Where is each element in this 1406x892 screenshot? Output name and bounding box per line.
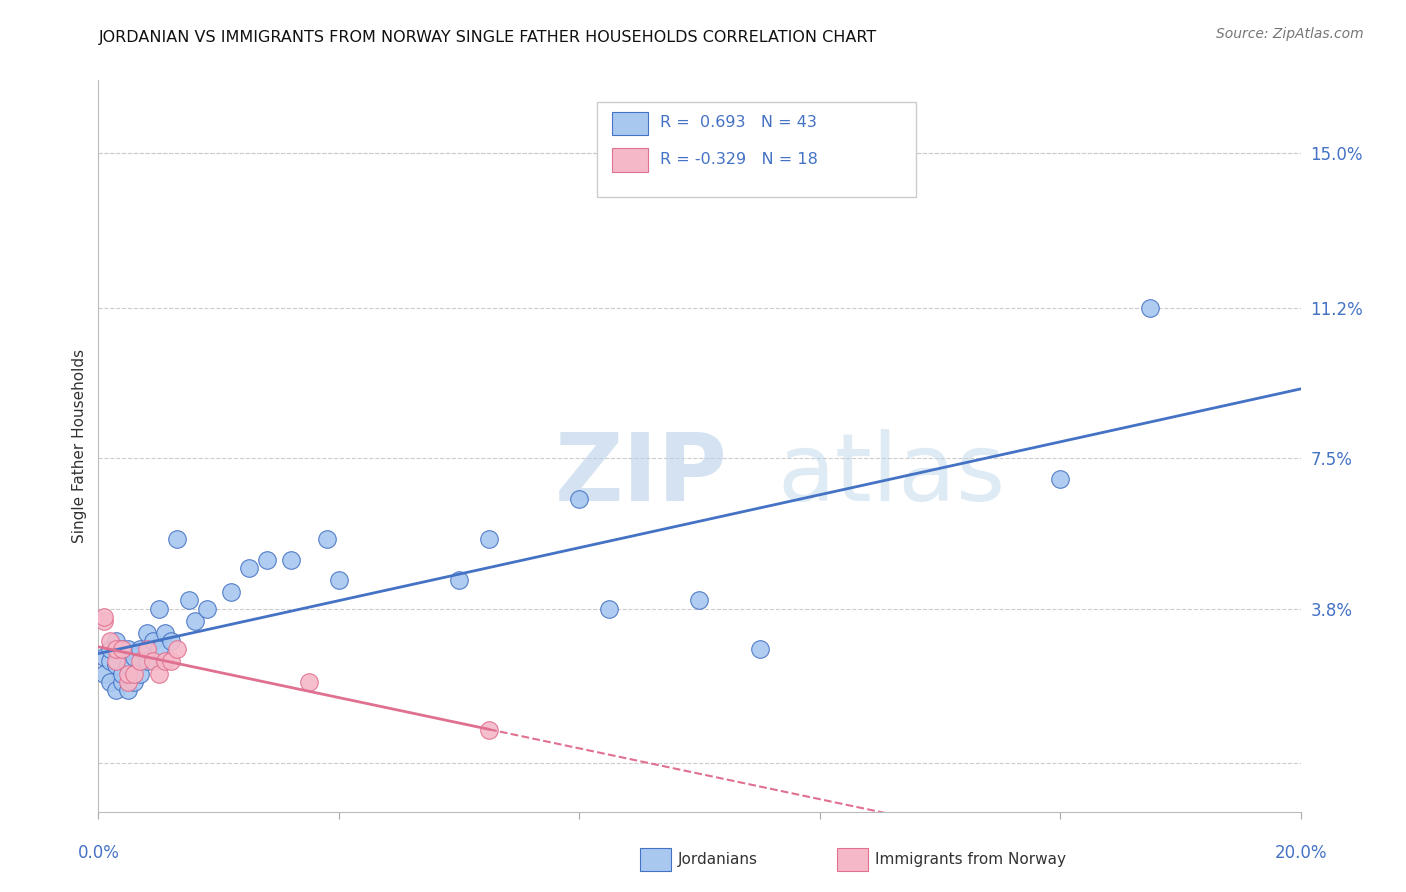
Point [141,654,163,668]
Text: Immigrants from Norway: Immigrants from Norway [875,853,1066,867]
Point [219,585,242,599]
Point [183,614,205,628]
Text: Source: ZipAtlas.com: Source: ZipAtlas.com [1216,27,1364,41]
Point [124,666,146,681]
Text: ZIP: ZIP [555,429,728,521]
Text: JORDANIAN VS IMMIGRANTS FROM NORWAY SINGLE FATHER HOUSEHOLDS CORRELATION CHART: JORDANIAN VS IMMIGRANTS FROM NORWAY SING… [98,29,877,45]
Text: R = -0.329   N = 18: R = -0.329 N = 18 [659,152,818,167]
Y-axis label: Single Father Households: Single Father Households [72,349,87,543]
Point [93,609,115,624]
Point [315,533,337,547]
Point [148,601,170,615]
Point [124,650,146,665]
Point [129,654,152,668]
Point [100,642,122,657]
Point [478,533,501,547]
Point [159,634,181,648]
Point [117,642,139,657]
Point [153,626,176,640]
Bar [612,148,648,171]
Bar [598,103,915,197]
Point [177,593,200,607]
Point [328,573,350,587]
Point [256,553,278,567]
Point [117,674,139,689]
Point [105,658,128,673]
Point [100,654,122,668]
Text: 20.0%: 20.0% [1274,844,1327,863]
Point [689,593,711,607]
Text: 0.0%: 0.0% [77,844,120,863]
Point [166,533,188,547]
Point [135,626,157,640]
Point [129,642,152,657]
Point [105,654,128,668]
Point [148,642,170,657]
Point [93,666,115,681]
Point [93,650,115,665]
Point [117,682,139,697]
Point [166,642,188,657]
Point [129,666,152,681]
Point [117,658,139,673]
Text: R =  0.693   N = 43: R = 0.693 N = 43 [659,115,817,130]
Point [124,674,146,689]
Point [1139,301,1161,315]
Point [280,553,302,567]
Point [111,642,134,657]
Bar [612,112,648,136]
Point [100,634,122,648]
Point [135,654,157,668]
Point [598,601,620,615]
Point [568,491,591,506]
Point [105,634,128,648]
Point [117,666,139,681]
Point [93,614,115,628]
Point [153,654,176,668]
Point [238,561,260,575]
Point [111,666,134,681]
Point [111,674,134,689]
Point [478,723,501,738]
Text: Jordanians: Jordanians [678,853,758,867]
Point [748,642,770,657]
Point [1049,471,1071,485]
Point [100,674,122,689]
Point [111,642,134,657]
Point [159,654,181,668]
Point [298,674,321,689]
Point [195,601,218,615]
Point [141,634,163,648]
Text: atlas: atlas [778,429,1005,521]
Point [135,642,157,657]
Point [105,682,128,697]
Point [148,666,170,681]
Point [105,642,128,657]
Point [447,573,470,587]
